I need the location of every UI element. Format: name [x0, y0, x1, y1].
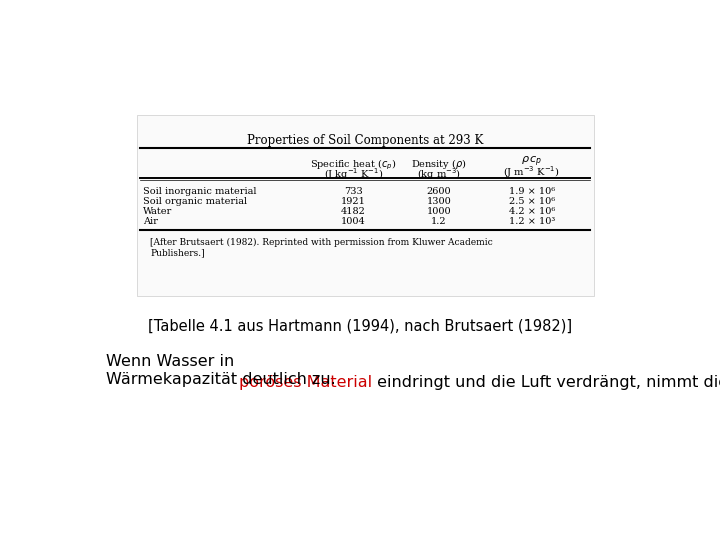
Text: Wärmekapazität deutlich zu.: Wärmekapazität deutlich zu. — [106, 372, 336, 387]
Text: Density ($\rho$): Density ($\rho$) — [411, 157, 467, 171]
Text: Properties of Soil Components at 293 K: Properties of Soil Components at 293 K — [247, 134, 483, 147]
Text: Soil organic material: Soil organic material — [143, 197, 247, 206]
Text: Publishers.]: Publishers.] — [150, 248, 205, 257]
Text: 1921: 1921 — [341, 197, 366, 206]
Text: $\rho\, c_p$: $\rho\, c_p$ — [521, 154, 543, 168]
Text: 1000: 1000 — [426, 207, 451, 217]
Text: 4.2 × 10⁶: 4.2 × 10⁶ — [508, 207, 555, 217]
Text: 4182: 4182 — [341, 207, 366, 217]
Text: 1.9 × 10⁶: 1.9 × 10⁶ — [508, 187, 555, 197]
Text: 2600: 2600 — [426, 187, 451, 197]
Text: [After Brutsaert (1982). Reprinted with permission from Kluwer Academic: [After Brutsaert (1982). Reprinted with … — [150, 238, 493, 247]
Text: 1.2 × 10³: 1.2 × 10³ — [508, 218, 555, 226]
Text: eindringt und die Luft verdrängt, nimmt die: eindringt und die Luft verdrängt, nimmt … — [372, 375, 720, 390]
Text: Soil inorganic material: Soil inorganic material — [143, 187, 256, 197]
Text: Wenn Wasser in: Wenn Wasser in — [106, 354, 239, 368]
Text: 733: 733 — [344, 187, 363, 197]
Text: 2.5 × 10⁶: 2.5 × 10⁶ — [508, 197, 555, 206]
Text: Water: Water — [143, 207, 172, 217]
Text: poröses Material: poröses Material — [239, 375, 372, 390]
Text: 1.2: 1.2 — [431, 218, 446, 226]
Bar — [137, 115, 594, 296]
Text: Specific heat ($c_p$): Specific heat ($c_p$) — [310, 157, 397, 172]
Text: (kg m$^{-3}$): (kg m$^{-3}$) — [417, 166, 461, 182]
Text: Air: Air — [143, 218, 158, 226]
Text: [Tabelle 4.1 aus Hartmann (1994), nach Brutsaert (1982)]: [Tabelle 4.1 aus Hartmann (1994), nach B… — [148, 319, 572, 334]
Text: 1300: 1300 — [426, 197, 451, 206]
Text: 1004: 1004 — [341, 218, 366, 226]
Text: (J kg$^{-1}$ K$^{-1}$): (J kg$^{-1}$ K$^{-1}$) — [324, 166, 383, 182]
Text: (J m$^{-3}$ K$^{-1}$): (J m$^{-3}$ K$^{-1}$) — [503, 164, 560, 180]
